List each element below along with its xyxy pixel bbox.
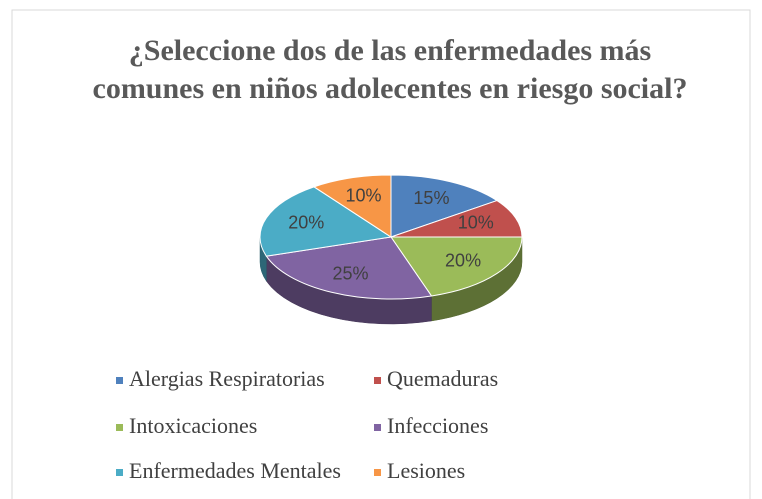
legend-label: Alergias Respiratorias	[129, 366, 325, 391]
data-label: 20%	[288, 213, 324, 233]
legend-label: Intoxicaciones	[129, 413, 257, 438]
pie-slice	[265, 236, 433, 300]
legend-label: Quemaduras	[387, 366, 498, 391]
legend-label: Lesiones	[387, 458, 465, 483]
pie-slice	[390, 236, 523, 297]
chart-border	[11, 9, 751, 499]
legend-swatch	[116, 469, 123, 476]
legend-swatch	[116, 424, 123, 431]
legend-swatch	[116, 377, 123, 384]
legend-swatch	[374, 424, 381, 431]
data-label: 10%	[458, 213, 494, 233]
legend-swatch	[374, 377, 381, 384]
legend-swatch	[374, 469, 381, 476]
legend-label: Infecciones	[387, 413, 488, 438]
pie-slice	[390, 174, 499, 238]
data-label: 10%	[345, 186, 381, 206]
legend-label: Enfermedades Mentales	[129, 458, 341, 483]
data-label: 20%	[445, 251, 481, 271]
pie-slice	[312, 174, 392, 238]
pie-slice	[259, 186, 393, 257]
data-label: 15%	[413, 188, 449, 208]
pie-slice	[390, 200, 523, 238]
data-label: 25%	[333, 263, 369, 283]
chart-title: ¿Seleccione dos de las enfermedades más …	[92, 34, 688, 105]
